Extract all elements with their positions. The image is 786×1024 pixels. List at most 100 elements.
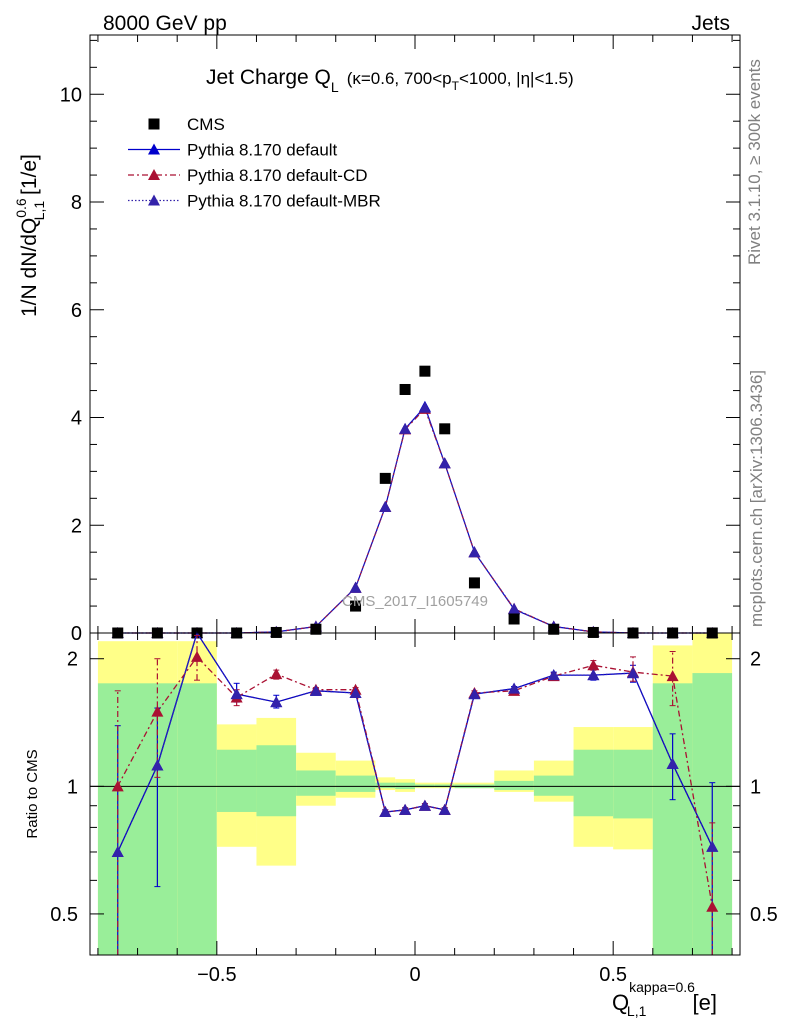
ratio-series-marker <box>547 669 560 681</box>
main-y-tick-label: 4 <box>71 408 82 430</box>
main-axis-ticks: 0 2 4 6 8 10 <box>60 35 740 645</box>
plot-title-sub: L <box>331 79 339 95</box>
ratio-series-line <box>117 655 713 907</box>
ratio-series-marker <box>111 780 124 792</box>
ratio-y-tick-label: 0.5 <box>50 904 78 926</box>
ratio-axis-ticks: −0.5 0 0.5 0.5 0.5 1 1 2 2 <box>50 633 778 986</box>
legend-entry-label: Pythia 8.170 default-MBR <box>187 192 381 211</box>
main-plot-panel: 0 2 4 6 8 10 Jet Charge QL (κ=0.6, 700<pT<1000… <box>13 34 741 645</box>
ratio-series-marker <box>349 687 362 699</box>
ratio-y-tick-label-right: 1 <box>750 776 761 798</box>
mcplots-reference-label: mcplots.cern.ch [arXiv:1306.3436] <box>747 370 766 627</box>
ratio-band-green <box>216 749 257 812</box>
x-axis-label-sup: kappa=0.6 <box>629 979 695 995</box>
legend-entry-label: Pythia 8.170 default-CD <box>187 166 368 185</box>
main-series-marker <box>379 500 392 512</box>
analysis-watermark: CMS_2017_I1605749 <box>342 593 488 610</box>
ratio-y-tick-label: 2 <box>67 649 78 671</box>
x-axis-label-sub: L,1 <box>627 1003 647 1019</box>
cms-data-point <box>379 472 391 484</box>
ratio-plot-frame <box>89 632 741 956</box>
plot-title-main: Jet Charge Q <box>206 66 331 89</box>
ratio-band-green <box>335 775 376 792</box>
rivet-version-label: Rivet 3.1.10, ≥ 300k events <box>745 59 764 265</box>
ratio-series-marker <box>270 696 283 708</box>
ratio-band-green <box>375 782 396 789</box>
ratio-series-marker <box>706 840 719 852</box>
ratio-series-marker <box>379 805 392 817</box>
ratio-band-green <box>296 770 336 796</box>
ratio-x-tick-label: 0.5 <box>599 964 627 986</box>
main-y-tick-label: 10 <box>60 84 82 106</box>
ratio-series-marker <box>309 684 322 696</box>
ratio-series-marker <box>626 667 639 679</box>
ratio-series-marker <box>151 705 164 717</box>
cms-data-point <box>468 577 480 589</box>
ratio-series-marker <box>666 757 679 769</box>
ratio-series-marker <box>230 688 243 700</box>
ratio-band-green <box>652 683 693 955</box>
ratio-series-line <box>117 631 713 853</box>
legend-entry-label: Pythia 8.170 default <box>187 141 338 160</box>
main-y-axis-label-sub: L,1 <box>31 201 47 221</box>
ratio-band-green <box>177 683 217 955</box>
cms-data-point <box>587 626 599 638</box>
main-y-tick-label: 8 <box>71 192 82 214</box>
ratio-series-marker <box>508 682 521 694</box>
ratio-band-green <box>494 780 534 791</box>
ratio-band-green <box>533 775 574 796</box>
plot-title: Jet Charge QL (κ=0.6, 700<pT<1000, |η|<1.… <box>206 66 574 95</box>
main-y-axis-label-main: 1/N dN/dQ <box>18 218 41 317</box>
legend-marker <box>148 169 160 180</box>
main-y-axis-label: 1/N dN/dQ0.6 L,1 [1/e] <box>13 154 47 317</box>
main-series-marker <box>349 581 362 593</box>
plot-title-detail: (κ=0.6, 700<p <box>347 69 452 88</box>
ratio-band-green <box>613 749 653 819</box>
ratio-series-marker <box>270 668 283 680</box>
cms-data-point <box>508 613 520 625</box>
cms-data-point <box>350 600 362 612</box>
legend-entry-label: CMS <box>187 115 225 134</box>
x-axis-label: Qkappa=0.6 L,1 [e] <box>612 979 717 1019</box>
legend-marker <box>148 194 160 206</box>
cms-data-point <box>270 626 282 638</box>
header-left-label: 8000 GeV pp <box>103 12 227 35</box>
header-right-label: Jets <box>691 12 730 35</box>
ratio-x-tick-label: −0.5 <box>197 964 236 986</box>
main-series-marker <box>399 422 412 434</box>
ratio-x-tick-label: 0 <box>409 964 420 986</box>
main-y-tick-label: 0 <box>71 623 82 645</box>
plot-title-detail-end: <1000, |η|<1.5) <box>459 69 574 88</box>
ratio-y-axis-label: Ratio to CMS <box>24 749 41 838</box>
main-series-marker <box>438 457 451 469</box>
ratio-y-tick-label: 1 <box>67 776 78 798</box>
cms-data-point <box>419 365 431 377</box>
cms-data-point <box>439 423 451 435</box>
ratio-series-marker <box>587 669 600 681</box>
x-axis-label-main: Q <box>612 990 629 1015</box>
legend-marker <box>148 143 160 155</box>
legend-marker-cms <box>148 118 160 130</box>
ratio-band-green <box>97 683 178 955</box>
main-y-axis-label-unit: [1/e] <box>18 154 41 201</box>
ratio-band-green <box>573 749 614 817</box>
ratio-series-marker <box>191 650 204 662</box>
ratio-series-marker <box>111 845 124 857</box>
ratio-series-marker <box>587 659 600 671</box>
cms-data-point <box>548 623 560 635</box>
legend: CMS Pythia 8.170 default Pythia 8.170 defa… <box>128 115 381 211</box>
main-y-tick-label: 6 <box>71 300 82 322</box>
ratio-series-marker <box>151 759 164 771</box>
ratio-series-marker <box>438 803 451 815</box>
ratio-plot-panel: −0.5 0 0.5 0.5 0.5 1 1 2 2 Ratio to CMS Qkappa=0… <box>24 631 778 1019</box>
ratio-y-tick-label-right: 2 <box>750 649 761 671</box>
cms-data-point <box>399 383 411 395</box>
main-y-axis-label-sup: 0.6 <box>13 198 29 218</box>
ratio-series-marker <box>468 688 481 700</box>
ratio-series-marker <box>706 900 719 912</box>
ratio-band-green <box>256 745 297 817</box>
ratio-y-tick-label-right: 0.5 <box>750 904 778 926</box>
main-series-marker <box>418 401 431 413</box>
main-series-marker <box>468 546 481 558</box>
